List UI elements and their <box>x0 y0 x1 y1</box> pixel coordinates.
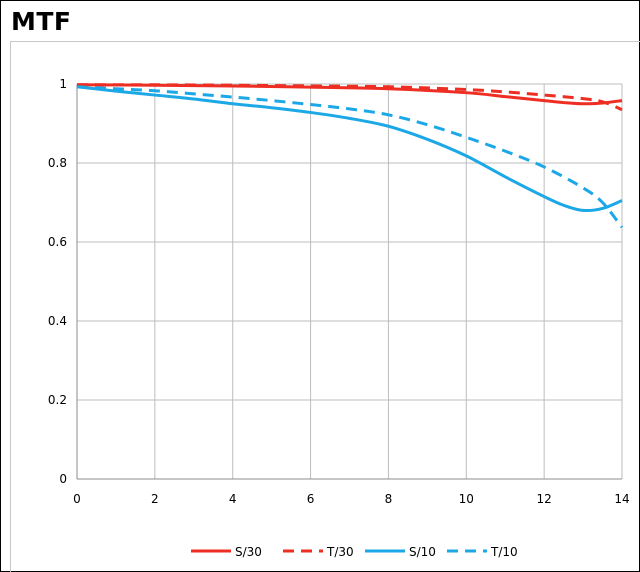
y-tick-label: 1 <box>59 77 67 91</box>
grid-layer <box>76 83 623 480</box>
y-tick-label: 0 <box>59 472 67 486</box>
y-tick-label: 0.8 <box>48 156 67 170</box>
legend-label: S/30 <box>235 545 262 559</box>
x-tick-label: 12 <box>537 492 552 506</box>
series-line-t-10 <box>76 85 624 229</box>
legend-label: T/30 <box>326 545 354 559</box>
x-tick-label: 0 <box>73 492 81 506</box>
legend-label: T/10 <box>490 545 518 559</box>
legend-label: S/10 <box>409 545 436 559</box>
series-line-s-10 <box>76 85 623 213</box>
series-line-s-30 <box>76 83 623 106</box>
x-tick-label: 6 <box>307 492 315 506</box>
legend: S/30 T/30 S/10 T/10 <box>191 545 518 559</box>
x-tick-label: 14 <box>614 492 629 506</box>
y-tick-label: 0.2 <box>48 393 67 407</box>
plot-area-border <box>10 41 640 572</box>
x-tick-label: 8 <box>385 492 393 506</box>
x-tick-label: 10 <box>459 492 474 506</box>
axis-layer: 00.20.40.60.810 2 4 6 8 10 12 14 <box>48 77 630 506</box>
y-tick-label: 0.4 <box>48 314 67 328</box>
chart-title: MTF <box>11 7 72 36</box>
x-tick-label: 2 <box>151 492 159 506</box>
x-tick-label: 4 <box>229 492 237 506</box>
y-tick-label: 0.6 <box>48 235 67 249</box>
series-layer <box>76 83 624 229</box>
series-line-t-30 <box>76 83 623 112</box>
